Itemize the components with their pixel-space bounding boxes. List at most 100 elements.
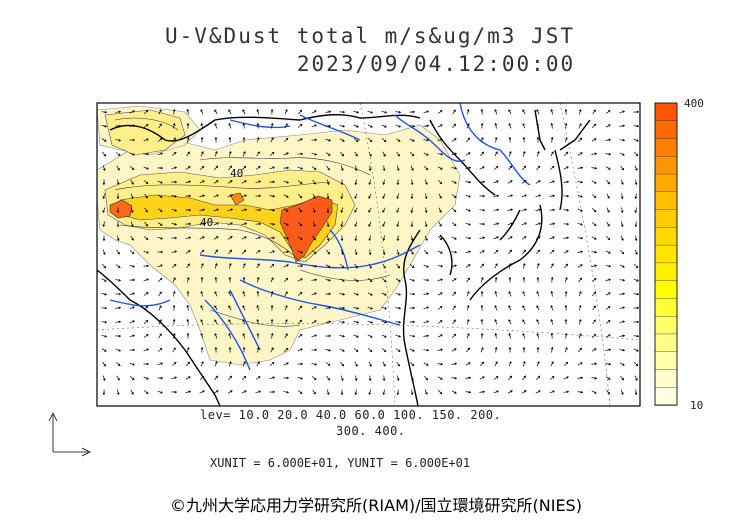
wind-arrow xyxy=(242,263,246,269)
wind-arrow xyxy=(297,124,303,128)
wind-arrow-head xyxy=(551,165,555,169)
wind-arrow-head xyxy=(286,209,289,212)
wind-arrow xyxy=(451,194,457,198)
wind-arrow-head xyxy=(635,252,638,255)
wind-arrow-head xyxy=(621,167,625,171)
wind-arrow-head xyxy=(228,305,231,308)
wind-arrow xyxy=(157,180,163,184)
wind-arrow-head xyxy=(244,236,247,239)
colorbar-segment xyxy=(654,227,678,246)
wind-arrow-head xyxy=(495,151,498,154)
colorbar-segment xyxy=(654,315,678,335)
wind-arrow-head xyxy=(566,180,570,184)
wind-arrow-head xyxy=(299,305,303,309)
wind-arrow-head xyxy=(622,265,625,268)
wind-arrow-head xyxy=(536,332,540,336)
wind-arrow-head xyxy=(454,152,458,156)
wind-arrow xyxy=(619,152,625,156)
wind-arrow xyxy=(201,123,203,129)
wind-arrow xyxy=(185,250,191,254)
wind-arrow xyxy=(171,362,177,366)
wind-arrow xyxy=(494,263,498,269)
wind-arrow xyxy=(213,208,219,212)
wind-arrow-head xyxy=(580,236,584,240)
wind-arrow-head xyxy=(608,124,611,127)
wind-arrow-head xyxy=(594,250,598,254)
wind-arrow-head xyxy=(328,153,331,156)
wind-arrow-head xyxy=(412,110,416,114)
wind-arrow-head xyxy=(132,153,135,156)
wind-arrow xyxy=(451,138,457,142)
wind-arrow xyxy=(269,362,275,366)
wind-arrow xyxy=(311,320,317,324)
wind-arrow-head xyxy=(426,278,430,282)
wind-arrow xyxy=(437,306,443,310)
wind-arrow xyxy=(619,125,625,127)
wind-arrow-head xyxy=(272,376,276,379)
wind-arrow xyxy=(340,263,344,269)
wind-arrow xyxy=(507,209,513,211)
wind-arrow-head xyxy=(341,153,345,157)
wind-arrow xyxy=(619,139,625,141)
wind-arrow-head xyxy=(411,153,415,157)
wind-arrow xyxy=(521,390,527,394)
wind-arrow xyxy=(353,334,359,338)
chart-timestamp: 2023/09/04.12:00:00 xyxy=(296,52,576,76)
wind-arrow-head xyxy=(453,109,456,112)
wind-arrow-head xyxy=(131,224,134,228)
wind-arrow-head xyxy=(146,138,149,141)
wind-arrow-head xyxy=(256,108,260,112)
wind-arrow-head xyxy=(481,276,484,280)
wind-arrow-head xyxy=(186,304,190,308)
wind-arrow-head xyxy=(104,124,108,128)
wind-arrow-head xyxy=(243,165,247,169)
wind-arrow xyxy=(381,320,387,324)
wind-arrow-head xyxy=(242,122,246,126)
wind-arrow xyxy=(466,137,470,143)
wind-arrow xyxy=(381,306,387,310)
wind-arrow-head xyxy=(215,165,219,169)
wind-arrow xyxy=(423,139,429,141)
wind-arrow-head xyxy=(481,347,484,350)
wind-arrow xyxy=(187,277,189,283)
wind-arrow xyxy=(269,152,275,156)
wind-arrow-head xyxy=(607,196,610,199)
wind-arrow-head xyxy=(636,279,639,282)
wind-arrow-head xyxy=(228,109,231,112)
wind-arrow xyxy=(466,277,470,283)
wind-arrow-head xyxy=(258,222,262,226)
wind-arrow xyxy=(508,123,512,129)
wind-arrow-head xyxy=(342,124,346,128)
wind-arrow xyxy=(117,179,119,185)
wind-arrow xyxy=(620,389,624,395)
wind-arrow-head xyxy=(356,335,359,338)
wind-arrow-head xyxy=(188,194,192,198)
wind-arrow xyxy=(129,362,135,366)
wind-arrow-head xyxy=(102,378,106,382)
wind-arrow-head xyxy=(466,318,470,322)
wind-arrow-head xyxy=(228,262,232,266)
wind-arrow-head xyxy=(620,196,624,200)
wind-arrow xyxy=(564,151,568,157)
wind-arrow-head xyxy=(132,278,136,282)
wind-arrow xyxy=(283,362,289,366)
wind-arrow xyxy=(283,180,289,184)
wind-arrow xyxy=(465,264,471,268)
wind-arrow xyxy=(508,109,512,115)
wind-arrow-head xyxy=(271,347,274,350)
wind-arrow xyxy=(465,194,471,198)
wind-arrow xyxy=(605,320,611,324)
wind-arrow-head xyxy=(482,180,486,184)
wind-arrow-head xyxy=(426,334,430,338)
wind-arrow-head xyxy=(522,136,526,140)
wind-arrow-head xyxy=(270,332,274,336)
wind-arrow xyxy=(200,249,204,255)
wind-arrow xyxy=(606,179,610,185)
wind-arrow-head xyxy=(200,305,203,308)
wind-arrow xyxy=(592,291,596,297)
wind-arrow-head xyxy=(622,320,626,323)
wind-arrow-head xyxy=(187,263,190,266)
wind-arrow xyxy=(479,250,485,254)
wind-arrow xyxy=(185,391,191,393)
wind-arrow xyxy=(143,138,149,142)
